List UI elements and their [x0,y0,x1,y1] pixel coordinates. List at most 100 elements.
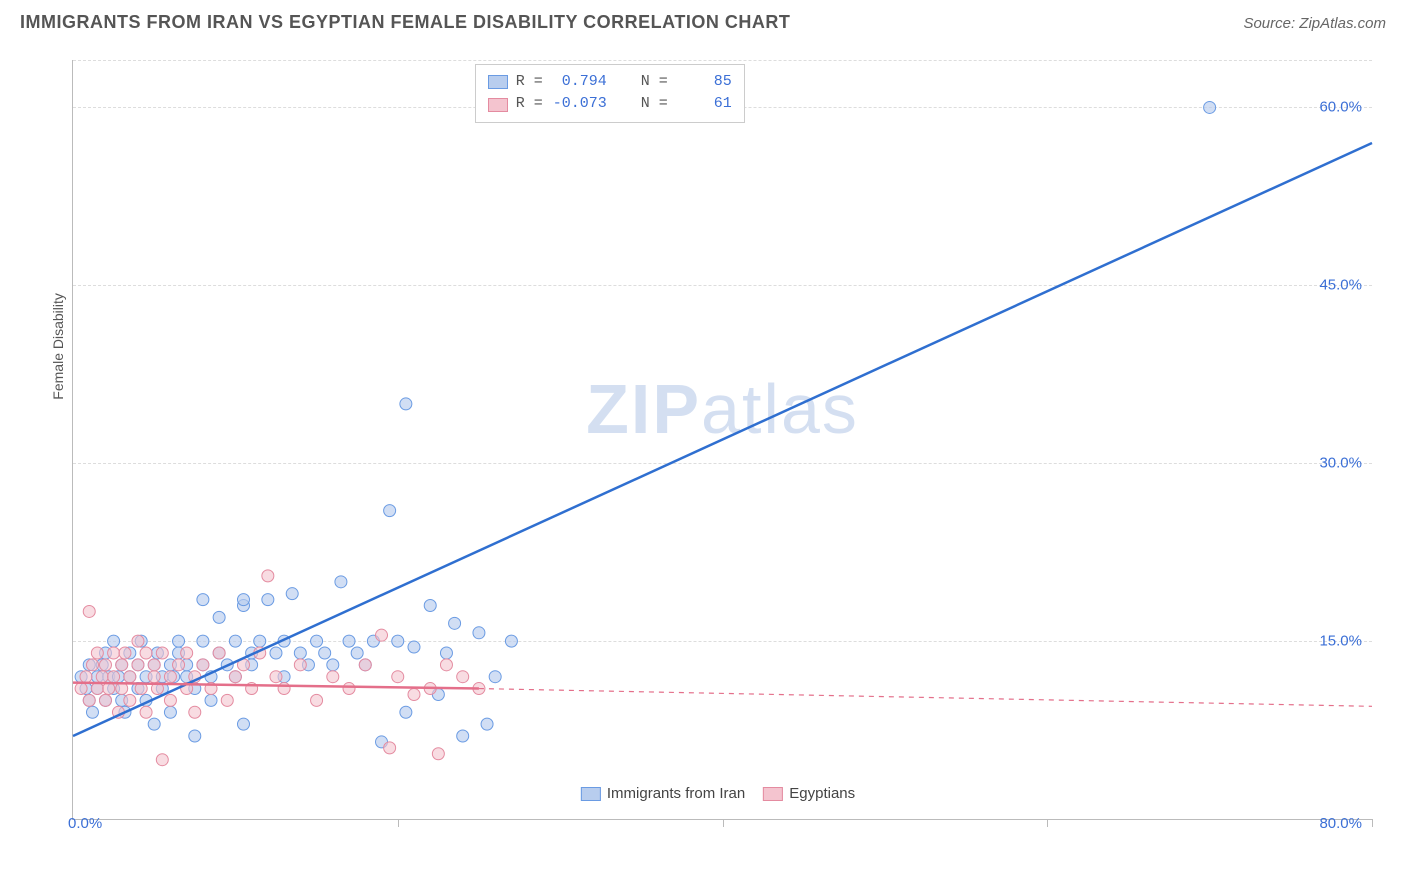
data-point [237,718,249,730]
data-point [80,671,92,683]
data-point [432,748,444,760]
y-tick-label: 30.0% [1319,455,1362,472]
x-tick [398,819,399,827]
data-point [132,635,144,647]
data-point [237,594,249,606]
n-value: 85 [676,71,732,94]
data-point [489,671,501,683]
data-point [392,635,404,647]
data-point [83,605,95,617]
data-point [99,659,111,671]
data-point [181,647,193,659]
data-point [173,635,185,647]
data-point [270,647,282,659]
data-point [449,617,461,629]
data-point [440,659,452,671]
data-point [457,730,469,742]
data-point [262,570,274,582]
data-point [108,647,120,659]
data-point [189,706,201,718]
data-point [343,635,355,647]
data-point [457,671,469,683]
stats-legend-row: R =-0.073 N =61 [488,93,732,116]
y-axis-label: Female Disability [50,293,66,400]
n-label: N = [641,93,668,116]
y-tick-label: 60.0% [1319,99,1362,116]
data-point [197,635,209,647]
r-value: 0.794 [551,71,607,94]
data-point [156,647,168,659]
r-label: R = [516,71,543,94]
data-point [335,576,347,588]
data-point [392,671,404,683]
data-point [140,706,152,718]
data-point [319,647,331,659]
y-tick-label: 45.0% [1319,277,1362,294]
data-point [108,635,120,647]
stats-legend: R =0.794 N =85R =-0.073 N =61 [475,64,745,123]
data-point [254,635,266,647]
data-point [132,659,144,671]
data-point [124,671,136,683]
x-axis-min-label: 0.0% [68,815,102,832]
data-point [156,754,168,766]
data-point [164,671,176,683]
data-point [400,706,412,718]
chart-title: IMMIGRANTS FROM IRAN VS EGYPTIAN FEMALE … [20,12,790,33]
trend-line-extension [479,689,1372,707]
data-point [376,629,388,641]
x-tick [1047,819,1048,827]
data-point [148,718,160,730]
data-point [86,659,98,671]
n-value: 61 [676,93,732,116]
data-point [311,694,323,706]
data-point [148,659,160,671]
data-point [108,671,120,683]
legend-swatch [581,787,601,801]
data-point [205,694,217,706]
data-point [140,647,152,659]
data-point [473,627,485,639]
data-point [189,730,201,742]
data-point [270,671,282,683]
legend-item: Immigrants from Iran [581,785,745,802]
series-legend: Immigrants from Iran Egyptians [581,785,855,802]
x-axis-max-label: 80.0% [1319,815,1362,832]
trend-line [73,143,1372,736]
legend-label: Egyptians [789,785,855,802]
y-tick-label: 15.0% [1319,633,1362,650]
data-point [148,671,160,683]
data-point [164,694,176,706]
r-value: -0.073 [551,93,607,116]
data-point [294,647,306,659]
data-point [197,594,209,606]
x-tick [723,819,724,827]
x-tick [1372,819,1373,827]
data-point [197,659,209,671]
data-point [213,611,225,623]
legend-swatch [763,787,783,801]
chart-header: IMMIGRANTS FROM IRAN VS EGYPTIAN FEMALE … [0,0,1406,41]
data-point [505,635,517,647]
data-point [311,635,323,647]
data-point [96,671,108,683]
data-point [327,659,339,671]
legend-swatch [488,75,508,89]
data-point [262,594,274,606]
data-point [116,659,128,671]
legend-swatch [488,98,508,112]
plot-region: ZIPatlas 15.0%30.0%45.0%60.0% [72,60,1372,820]
data-point [1204,101,1216,113]
chart-source: Source: ZipAtlas.com [1243,15,1386,32]
data-point [294,659,306,671]
data-point [83,694,95,706]
data-point [440,647,452,659]
chart-area: Female Disability ZIPatlas 15.0%30.0%45.… [50,50,1386,840]
data-point [86,706,98,718]
data-point [91,683,103,695]
data-point [173,659,185,671]
data-point [384,742,396,754]
legend-item: Egyptians [763,785,855,802]
data-point [229,671,241,683]
data-point [408,688,420,700]
